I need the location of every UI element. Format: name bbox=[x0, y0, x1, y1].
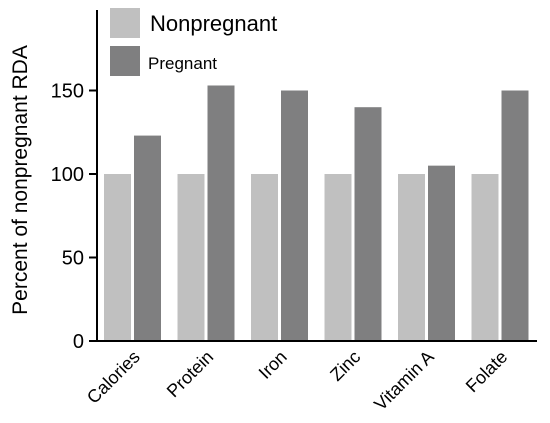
bar-zinc-pregnant bbox=[354, 107, 382, 341]
bar-protein-pregnant bbox=[207, 85, 235, 342]
bar-iron-pregnant bbox=[281, 90, 308, 341]
y-ticks-layer: 0 50 100 150 bbox=[51, 81, 97, 353]
axes-layer bbox=[96, 10, 537, 342]
category-label-calories: Calories bbox=[83, 347, 144, 408]
bar-vitamin-a-nonpregnant bbox=[398, 174, 425, 341]
legend-label-pregnant: Pregnant bbox=[148, 54, 217, 73]
bars-layer bbox=[104, 85, 529, 342]
category-label-vitamin-a: Vitamin A bbox=[370, 347, 438, 415]
category-label-protein: Protein bbox=[163, 347, 217, 401]
bar-protein-nonpregnant bbox=[177, 174, 205, 341]
legend-label-nonpregnant: Nonpregnant bbox=[150, 11, 277, 36]
legend: Nonpregnant Pregnant bbox=[110, 8, 277, 76]
category-labels-layer: Calories Protein Iron Zinc Vitamin A Folate bbox=[83, 347, 511, 415]
bar-calories-pregnant bbox=[134, 135, 161, 341]
legend-swatch-nonpregnant bbox=[110, 8, 140, 38]
bar-iron-nonpregnant bbox=[251, 174, 278, 341]
category-label-zinc: Zinc bbox=[326, 347, 364, 385]
category-label-folate: Folate bbox=[462, 347, 512, 397]
y-axis-label: Percent of nonpregnant RDA bbox=[9, 45, 32, 315]
y-tick-label-150: 150 bbox=[51, 81, 84, 103]
legend-swatch-pregnant bbox=[110, 46, 140, 76]
bar-zinc-nonpregnant bbox=[324, 174, 352, 341]
y-tick-label-100: 100 bbox=[51, 164, 84, 186]
category-label-iron: Iron bbox=[255, 347, 291, 383]
y-tick-label-50: 50 bbox=[62, 248, 84, 270]
bar-vitamin-a-pregnant bbox=[428, 165, 455, 341]
bar-calories-nonpregnant bbox=[104, 174, 131, 341]
bar-folate-nonpregnant bbox=[471, 174, 499, 341]
y-tick-label-0: 0 bbox=[73, 331, 84, 353]
bar-folate-pregnant bbox=[501, 90, 529, 341]
